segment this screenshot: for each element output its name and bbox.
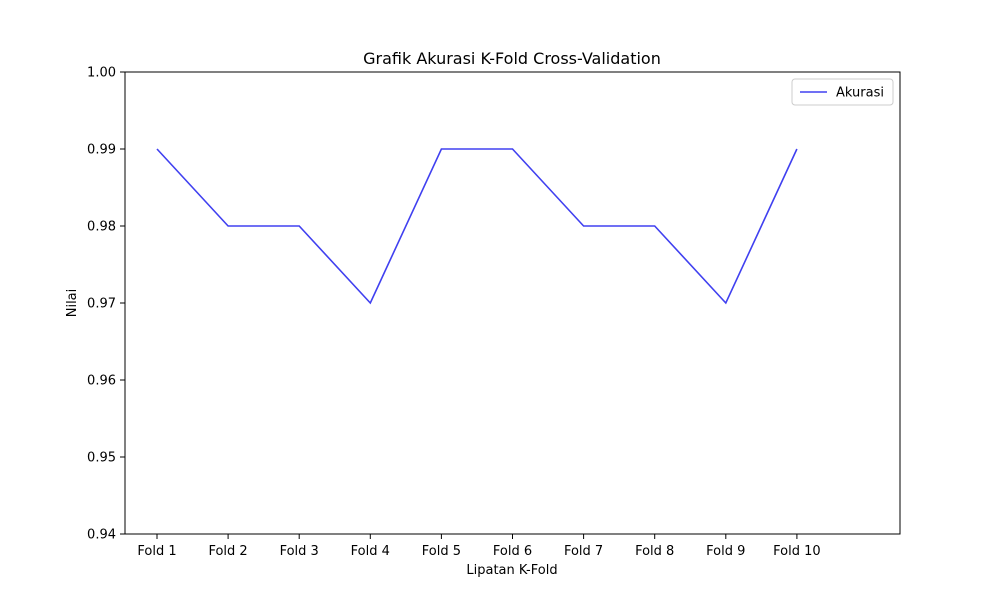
x-tick-label: Fold 8 xyxy=(635,544,674,559)
x-tick-label: Fold 10 xyxy=(773,544,821,559)
x-tick-label: Fold 7 xyxy=(564,544,603,559)
x-tick-label: Fold 1 xyxy=(137,544,176,559)
x-axis-label: Lipatan K-Fold xyxy=(466,563,557,578)
y-tick-label: 0.96 xyxy=(87,374,116,389)
y-tick-label: 0.97 xyxy=(87,297,116,312)
x-tick-label: Fold 2 xyxy=(208,544,247,559)
y-tick-label: 0.95 xyxy=(87,451,116,466)
legend-label: Akurasi xyxy=(836,86,884,101)
x-tick-label: Fold 4 xyxy=(351,544,390,559)
y-tick-label: 0.99 xyxy=(87,143,116,158)
y-tick-label: 0.98 xyxy=(87,220,116,235)
x-tick-label: Fold 9 xyxy=(706,544,745,559)
y-tick-label: 0.94 xyxy=(87,528,116,543)
chart-title: Grafik Akurasi K-Fold Cross-Validation xyxy=(363,49,661,68)
x-tick-label: Fold 3 xyxy=(280,544,319,559)
legend: Akurasi xyxy=(792,79,893,105)
y-axis-label: Nilai xyxy=(65,289,80,318)
x-tick-label: Fold 5 xyxy=(422,544,461,559)
y-tick-label: 1.00 xyxy=(87,66,116,81)
x-tick-label: Fold 6 xyxy=(493,544,532,559)
